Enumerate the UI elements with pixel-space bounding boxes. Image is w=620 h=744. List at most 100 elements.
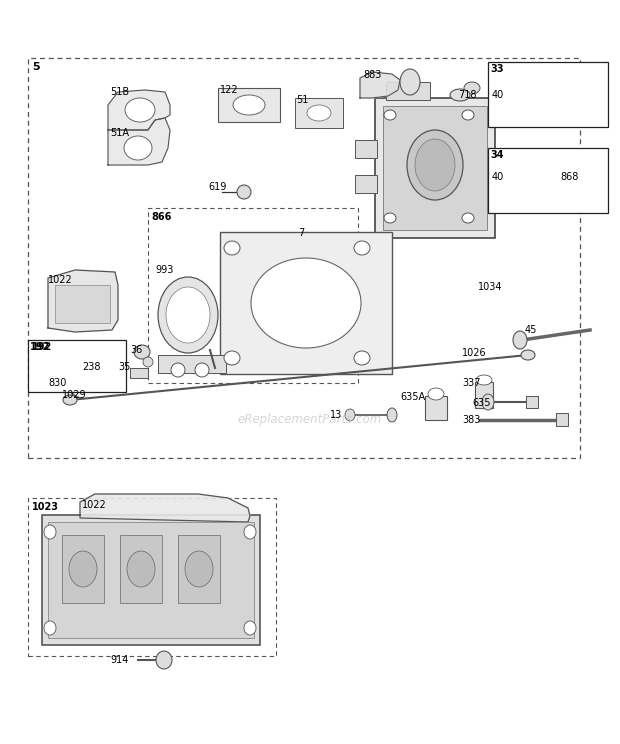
- Text: 40: 40: [492, 172, 504, 182]
- Ellipse shape: [63, 395, 77, 405]
- Text: 1034: 1034: [478, 282, 502, 292]
- Bar: [55, 285, 110, 323]
- Text: 635A: 635A: [400, 392, 425, 402]
- Text: 718: 718: [458, 90, 477, 100]
- Ellipse shape: [158, 277, 218, 353]
- Ellipse shape: [125, 98, 155, 122]
- Bar: [28, 58, 580, 458]
- Polygon shape: [360, 72, 400, 98]
- Ellipse shape: [143, 357, 153, 367]
- Text: 635: 635: [472, 398, 490, 408]
- Bar: [28, 340, 126, 392]
- Ellipse shape: [521, 350, 535, 360]
- Bar: [475, 382, 493, 408]
- Bar: [556, 413, 568, 426]
- Text: 36: 36: [130, 345, 142, 355]
- Text: 830: 830: [48, 378, 66, 388]
- Text: 866: 866: [151, 212, 171, 222]
- Text: 13: 13: [330, 410, 342, 420]
- Ellipse shape: [464, 82, 480, 94]
- Ellipse shape: [415, 139, 455, 191]
- Bar: [488, 148, 608, 213]
- Polygon shape: [108, 118, 170, 165]
- Ellipse shape: [493, 88, 507, 102]
- Ellipse shape: [166, 287, 210, 343]
- Ellipse shape: [244, 525, 256, 539]
- Text: 34: 34: [490, 150, 503, 160]
- Text: 619: 619: [208, 182, 226, 192]
- Text: 883: 883: [363, 70, 381, 80]
- Ellipse shape: [400, 69, 420, 95]
- Bar: [355, 175, 377, 193]
- Ellipse shape: [345, 409, 355, 421]
- Text: 35: 35: [118, 362, 130, 372]
- Text: 7: 7: [298, 228, 304, 238]
- Polygon shape: [80, 494, 250, 522]
- Ellipse shape: [98, 365, 106, 371]
- Ellipse shape: [568, 170, 588, 186]
- Ellipse shape: [224, 241, 240, 255]
- Ellipse shape: [195, 363, 209, 377]
- Text: 45: 45: [525, 325, 538, 335]
- Ellipse shape: [513, 331, 527, 349]
- Text: 914: 914: [110, 655, 128, 665]
- Ellipse shape: [58, 374, 70, 390]
- Ellipse shape: [244, 621, 256, 635]
- Ellipse shape: [94, 362, 110, 374]
- Ellipse shape: [127, 551, 155, 587]
- Text: 51A: 51A: [110, 128, 129, 138]
- Ellipse shape: [493, 171, 507, 185]
- Bar: [383, 106, 487, 230]
- Text: 1029: 1029: [62, 390, 87, 400]
- Ellipse shape: [251, 258, 361, 348]
- Ellipse shape: [354, 351, 370, 365]
- Bar: [220, 232, 392, 374]
- Text: 51: 51: [296, 95, 308, 105]
- Ellipse shape: [587, 88, 597, 102]
- Bar: [425, 396, 447, 420]
- Bar: [386, 82, 430, 100]
- Ellipse shape: [384, 213, 396, 223]
- Ellipse shape: [428, 388, 444, 400]
- Ellipse shape: [450, 89, 470, 101]
- Bar: [28, 498, 276, 656]
- Text: 33: 33: [490, 64, 503, 74]
- Bar: [62, 535, 104, 603]
- Bar: [295, 98, 343, 128]
- Ellipse shape: [482, 394, 494, 410]
- Text: 51B: 51B: [110, 87, 129, 97]
- Text: 1026: 1026: [462, 348, 487, 358]
- Bar: [375, 98, 495, 238]
- Polygon shape: [48, 270, 118, 332]
- Text: 238: 238: [82, 362, 100, 372]
- Text: 1022: 1022: [82, 500, 107, 510]
- Ellipse shape: [462, 110, 474, 120]
- Ellipse shape: [134, 345, 150, 359]
- Bar: [218, 88, 280, 122]
- Bar: [120, 535, 162, 603]
- Text: eReplacementParts.com: eReplacementParts.com: [238, 414, 382, 426]
- Bar: [178, 535, 220, 603]
- Ellipse shape: [156, 651, 172, 669]
- Ellipse shape: [171, 363, 185, 377]
- Text: 192: 192: [30, 342, 50, 352]
- Ellipse shape: [407, 130, 463, 200]
- Ellipse shape: [44, 525, 56, 539]
- Ellipse shape: [237, 185, 251, 199]
- Ellipse shape: [387, 408, 397, 422]
- Ellipse shape: [587, 171, 597, 185]
- Ellipse shape: [124, 136, 152, 160]
- Ellipse shape: [384, 110, 396, 120]
- Ellipse shape: [50, 360, 66, 380]
- Ellipse shape: [501, 85, 515, 105]
- Ellipse shape: [185, 551, 213, 587]
- Text: 5: 5: [32, 62, 40, 72]
- Text: 868: 868: [560, 172, 578, 182]
- Ellipse shape: [354, 241, 370, 255]
- Text: 122: 122: [220, 85, 239, 95]
- Bar: [488, 62, 608, 127]
- Text: 993: 993: [155, 265, 174, 275]
- Ellipse shape: [44, 621, 56, 635]
- Ellipse shape: [69, 551, 97, 587]
- Text: 337: 337: [462, 378, 480, 388]
